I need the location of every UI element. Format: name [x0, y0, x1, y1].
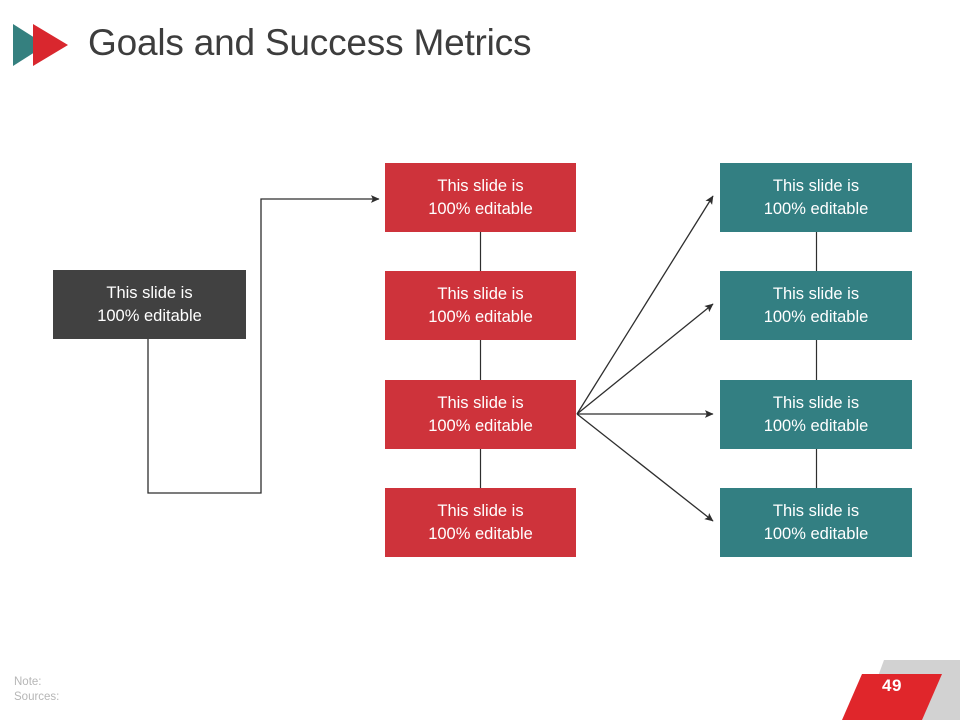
teal-node-3[interactable]: This slide is 100% editable — [720, 380, 912, 449]
red-node-3[interactable]: This slide is 100% editable — [385, 380, 576, 449]
page-number-badge: 49 — [840, 660, 960, 720]
sources-label: Sources: — [14, 691, 60, 703]
red-node-1[interactable]: This slide is 100% editable — [385, 163, 576, 232]
teal-node-2[interactable]: This slide is 100% editable — [720, 271, 912, 340]
red-node-4-line2: 100% editable — [428, 524, 533, 543]
connector-source-to-red-0 — [147, 195, 380, 494]
connector-fanout — [576, 195, 714, 522]
red-node-2[interactable]: This slide is 100% editable — [385, 271, 576, 340]
page-number: 49 — [882, 676, 902, 695]
red-node-2-line2: 100% editable — [428, 307, 533, 326]
red-node-4-line1: This slide is — [437, 501, 524, 520]
red-node-3-line1: This slide is — [437, 393, 524, 412]
page-title: Goals and Success Metrics — [88, 22, 532, 63]
red-node-4[interactable]: This slide is 100% editable — [385, 488, 576, 557]
teal-node-1-line1: This slide is — [772, 176, 860, 195]
teal-node-1-line2: 100% editable — [763, 199, 869, 218]
teal-node-3-line2: 100% editable — [763, 416, 869, 435]
source-node-line2: 100% editable — [97, 306, 202, 325]
double-arrow-logo — [10, 20, 76, 70]
teal-node-3-line1: This slide is — [772, 393, 860, 412]
red-node-1-line2: 100% editable — [428, 199, 533, 218]
red-node-2-line1: This slide is — [437, 284, 524, 303]
teal-node-2-line1: This slide is — [772, 284, 860, 303]
red-node-3-line2: 100% editable — [428, 416, 533, 435]
red-node-1-line1: This slide is — [437, 176, 524, 195]
teal-node-1[interactable]: This slide is 100% editable — [720, 163, 912, 232]
source-node[interactable]: This slide is 100% editable — [53, 270, 246, 339]
teal-node-4-line2: 100% editable — [763, 524, 869, 543]
teal-node-2-line2: 100% editable — [763, 307, 869, 326]
note-label: Note: — [14, 676, 42, 688]
footer-notes: Note: Sources: — [14, 675, 59, 705]
source-node-line1: This slide is — [106, 283, 193, 302]
teal-node-4[interactable]: This slide is 100% editable — [720, 488, 912, 557]
teal-node-4-line1: This slide is — [772, 501, 860, 520]
